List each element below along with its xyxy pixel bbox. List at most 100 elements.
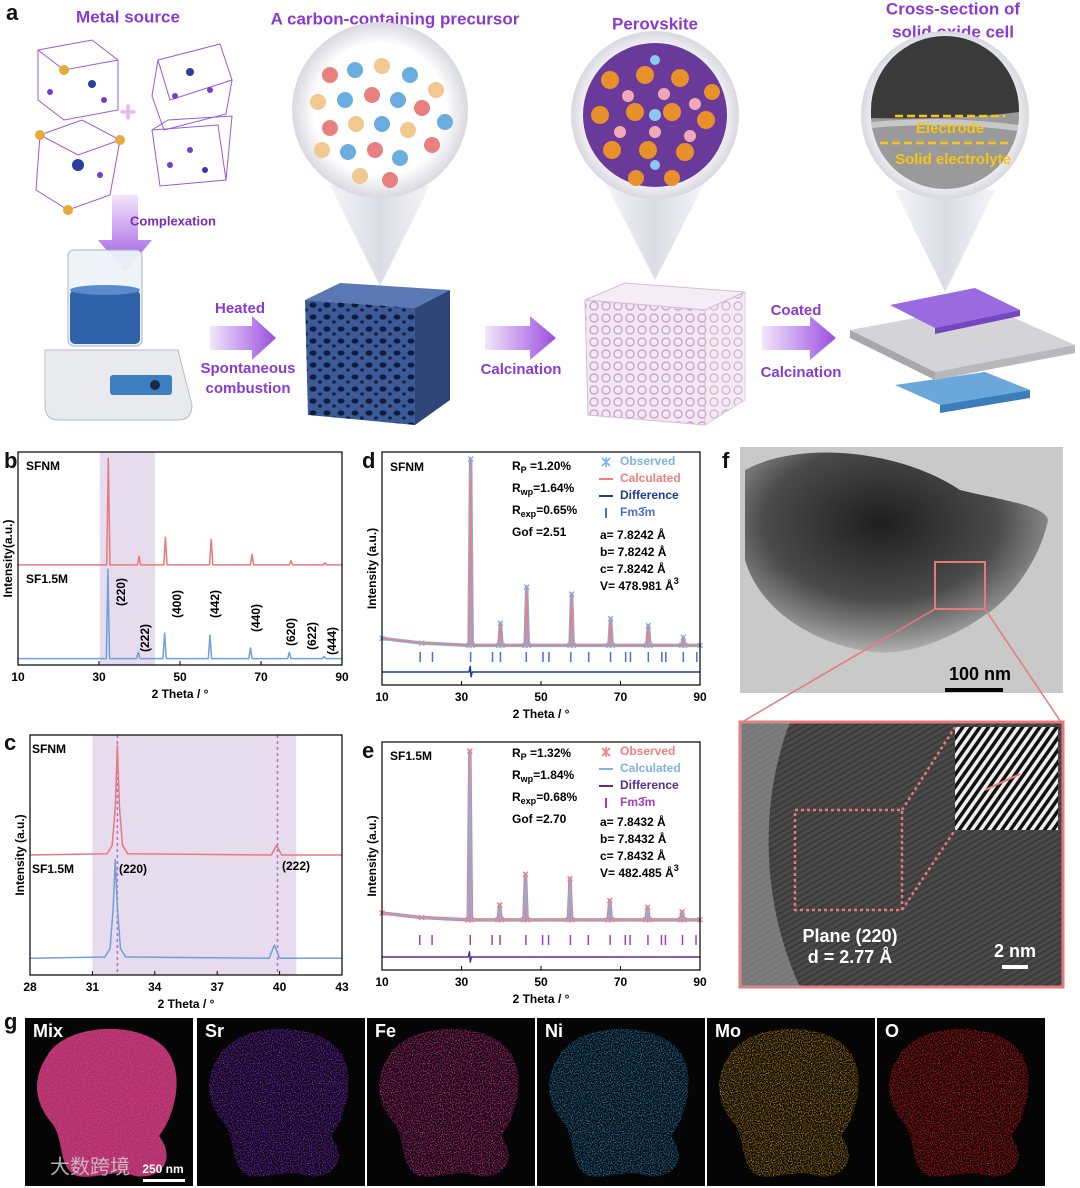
element-label: Ni	[545, 1021, 563, 1041]
x-axis-label: 2 Theta / °	[158, 997, 215, 1011]
scale-bar	[1002, 965, 1028, 969]
sample-label: SF1.5M	[390, 749, 432, 763]
metal-source-label: Metal source	[76, 7, 180, 26]
lattice-text: c= 7.8242 Å	[600, 561, 666, 576]
stat-subscript: wp	[520, 774, 534, 784]
x-axis-label: 2 Theta / °	[513, 707, 570, 721]
observed-marker	[496, 902, 503, 908]
legend-label: Calculated	[620, 471, 681, 485]
element-label: Mix	[33, 1021, 63, 1041]
x-tick-label: 34	[148, 980, 162, 994]
sample-label: SFNM	[390, 460, 424, 474]
element-label: Fe	[375, 1021, 396, 1041]
lattice-parameter: b= 7.8432 Å	[600, 831, 667, 846]
perovskite-structure	[583, 43, 727, 187]
stat-symbol: R	[512, 768, 521, 782]
x-tick-label: 50	[534, 975, 548, 989]
bubble-cone	[895, 190, 995, 292]
legend-label: Observed	[620, 744, 675, 758]
series-line	[381, 751, 700, 921]
lattice-superscript: 3	[674, 576, 679, 586]
stat-value: =1.32%	[527, 746, 572, 760]
electrolyte-label: Solid electrolyte	[895, 151, 1011, 168]
x-tick-label: 10	[375, 975, 389, 989]
scale-label: 100 nm	[949, 664, 1011, 684]
stat-subscript: exp	[521, 509, 537, 519]
lattice-parameter: V= 478.981 Å3	[600, 576, 679, 593]
lattice-parameter: c= 7.8432 Å	[600, 848, 666, 863]
chart: b 10 30 50 70 90 2 Theta / ° Intensity(a.u.) SFN…	[1, 448, 349, 701]
series-line	[18, 457, 342, 566]
lattice-text: V= 482.485 Å	[600, 865, 674, 880]
x-tick-label: 43	[335, 980, 349, 994]
x-tick-label: 90	[335, 670, 349, 684]
bubble-cone	[605, 182, 705, 280]
stat-symbol: R	[512, 503, 521, 517]
element-label: O	[885, 1021, 899, 1041]
chart: c 28 31 34 37 40 43 2 Theta / ° Intensity (a.u.)…	[4, 730, 349, 1011]
x-tick-label: 40	[273, 980, 287, 994]
element-distribution	[37, 1028, 177, 1177]
stat-subscript: P	[521, 752, 527, 762]
lattice-text: c= 7.8432 Å	[600, 848, 666, 863]
x-tick-label: 37	[211, 980, 225, 994]
x-tick-label: 70	[614, 690, 628, 704]
refinement-stat: Gof =2.70	[512, 812, 567, 826]
panel-label: d	[362, 448, 375, 473]
eds-map: Mix	[25, 1018, 193, 1186]
series-line	[382, 665, 700, 678]
eds-map: O	[877, 1018, 1045, 1186]
series-line	[381, 459, 700, 647]
lattice-text: a= 7.8432 Å	[600, 814, 666, 829]
y-axis-label: Intensity (a.u.)	[365, 815, 379, 896]
xrd-panels: b 10 30 50 70 90 2 Theta / ° Intensity(a.u.) SFN…	[1, 448, 707, 1011]
scale-bar	[945, 688, 1003, 692]
peak-label: (220)	[114, 578, 128, 606]
eds-map: Fe	[367, 1018, 535, 1186]
refinement-stat: RP =1.32%	[512, 746, 571, 762]
cross-section-image	[871, 36, 1019, 189]
stat-subscript: P	[521, 465, 527, 475]
panel-label: b	[4, 448, 17, 473]
peak-label: (440)	[249, 604, 263, 632]
element-label: Sr	[205, 1021, 224, 1041]
lattice-text: b= 7.8242 Å	[600, 544, 667, 559]
coated-label: Coated	[771, 302, 822, 319]
legend-label: Fm3̄m	[620, 795, 655, 809]
element-distribution	[549, 1028, 689, 1177]
atoms	[35, 65, 213, 215]
lattice-superscript: 3	[674, 863, 679, 873]
x-tick-label: 10	[375, 690, 389, 704]
y-axis-label: Intensity (a.u.)	[365, 528, 379, 609]
zoom-line	[984, 608, 1062, 723]
observed-marker	[644, 904, 651, 911]
series-line	[382, 951, 700, 963]
zoom-box	[934, 561, 986, 610]
panel-label: g	[4, 1009, 17, 1034]
legend-symbol	[601, 747, 611, 757]
bubble	[292, 22, 468, 198]
perovskite-label: Perovskite	[612, 14, 698, 33]
stat-symbol: Gof =2.70	[512, 812, 567, 826]
refinement-stat: Rwp=1.84%	[512, 768, 575, 784]
x-tick-label: 70	[614, 975, 628, 989]
precursor-spheres	[310, 58, 453, 188]
series-line	[29, 859, 342, 959]
y-axis-label: Intensity(a.u.)	[1, 519, 15, 597]
observed-marker	[645, 622, 652, 629]
stat-value: =1.20%	[527, 459, 572, 473]
lattice-parameter: V= 482.485 Å3	[600, 863, 679, 880]
stat-symbol: R	[512, 481, 521, 495]
observed-marker	[466, 748, 473, 755]
bubble-cone	[330, 185, 430, 286]
refinement-stat: Rexp=0.68%	[512, 790, 578, 806]
x-axis-label: 2 Theta / °	[152, 687, 209, 701]
panel-g: g Mix Sr Fe Ni Mo O 250 nm 大数跨境	[4, 1009, 1045, 1186]
stat-symbol: Gof =2.51	[512, 525, 567, 539]
peak-label: (220)	[119, 862, 147, 876]
eds-map: Mo	[707, 1018, 875, 1186]
chart: d 10 30 50 70 90 2 Theta / ° Intensity (a.u.) SF…	[362, 448, 707, 721]
electrode-label: Electrode	[916, 120, 984, 137]
peak-label: (400)	[170, 590, 184, 618]
panel-label: a	[6, 0, 19, 25]
